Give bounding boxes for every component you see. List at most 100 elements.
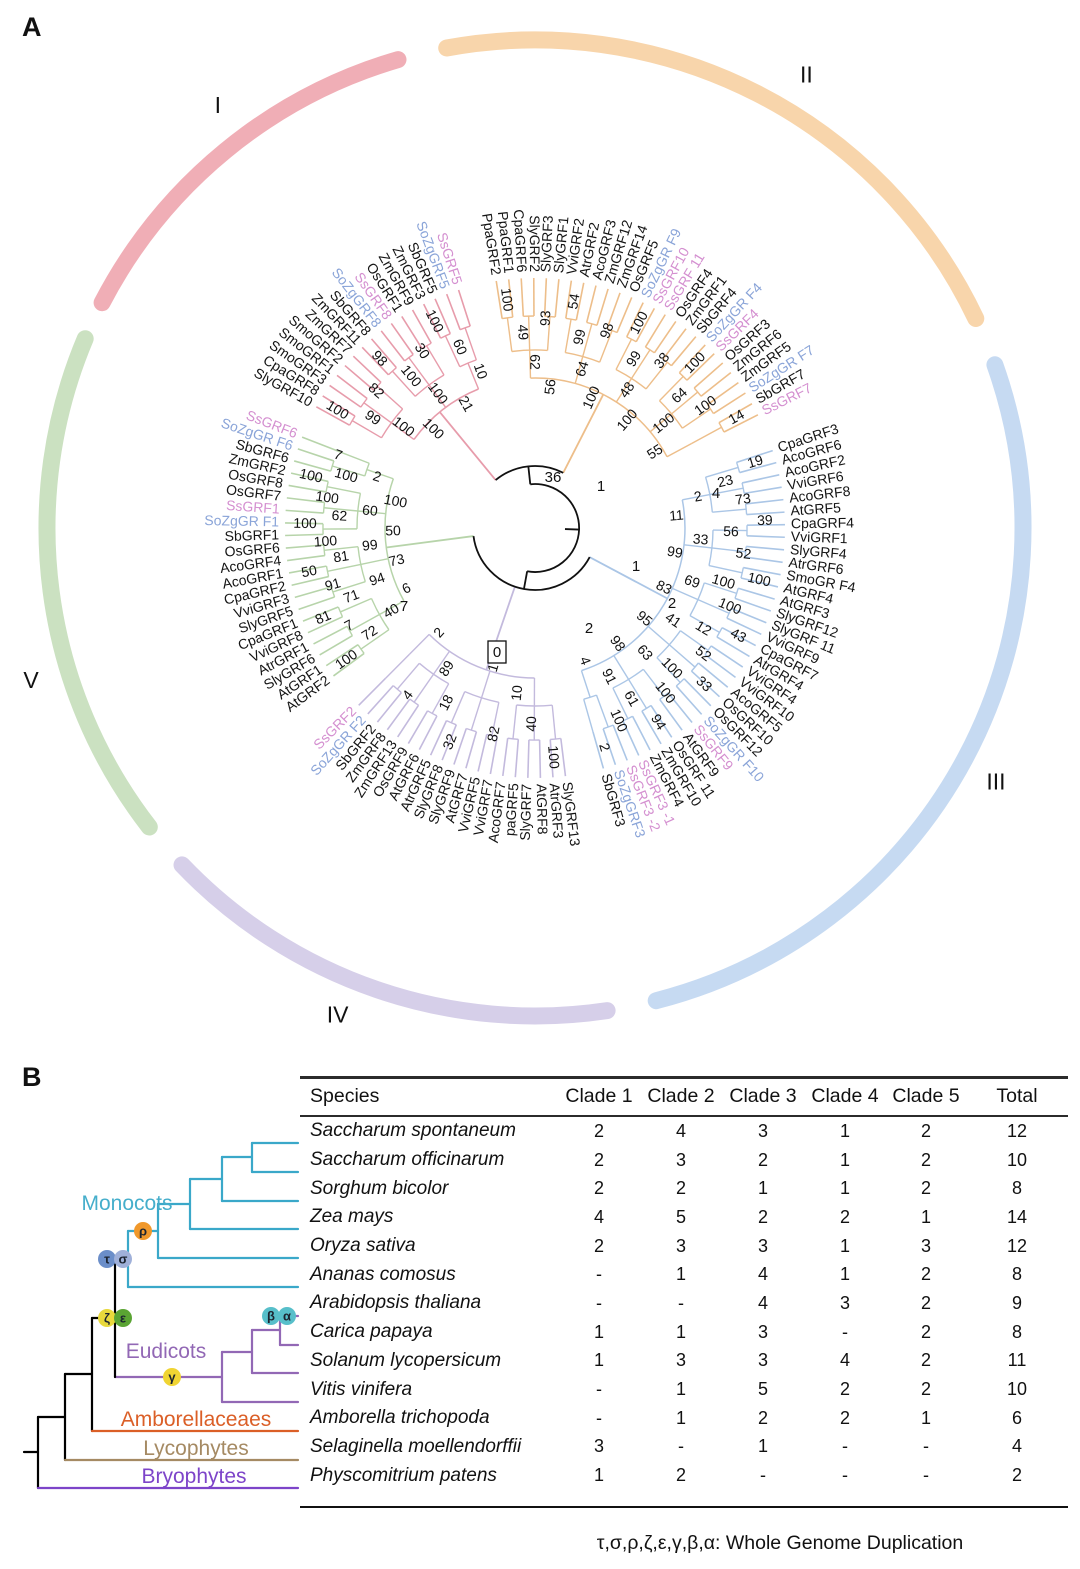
branch-tip: [358, 677, 387, 706]
branch: [491, 702, 500, 736]
branch: [711, 547, 746, 553]
bootstrap-value: 56: [541, 378, 559, 395]
bootstrap-value: 4: [577, 654, 595, 667]
tip-label: CpaGRF6: [511, 209, 530, 273]
clade-count: 3: [757, 1235, 768, 1256]
clade-count: 8: [1011, 1178, 1022, 1199]
bootstrap-value: 89: [435, 657, 457, 679]
branch: [551, 705, 557, 740]
branch-tip: [315, 406, 350, 426]
branch-tip: [319, 634, 353, 656]
bootstrap-value: 10: [471, 361, 491, 381]
wgd-circle: [98, 1250, 116, 1268]
wgd-symbol: τ: [104, 1251, 110, 1266]
branch: [332, 465, 365, 477]
species-name: Solanum lycopersicum: [310, 1349, 502, 1371]
branch-tip: [514, 739, 520, 778]
branch-tip: [352, 355, 382, 383]
table-row: Oryza sativa 2 3 3 1 3 12: [300, 1232, 1068, 1261]
backbone-arc: [526, 483, 580, 573]
table-row: Arabidopsis thaliana - - 4 3 2 9: [300, 1289, 1068, 1318]
branch: [615, 378, 633, 403]
tip-label: SbGRF1: [224, 526, 279, 544]
branch: [357, 510, 386, 515]
branch: [689, 614, 720, 633]
species-name: Zea mays: [310, 1206, 394, 1228]
branch: [668, 644, 696, 668]
tip-label: SoZgGR F1: [204, 512, 279, 530]
bootstrap-value: 99: [623, 348, 645, 370]
wgd-circle: [262, 1307, 280, 1325]
column-header: Clade 1: [565, 1085, 633, 1107]
species-name: Ananas comosus: [310, 1263, 456, 1285]
clade-count: 1: [593, 1465, 604, 1486]
bootstrap-value: 100: [681, 348, 709, 376]
branch: [708, 564, 743, 574]
bootstrap-value: 94: [648, 711, 670, 733]
clade-count: 2: [593, 1235, 604, 1256]
branch-arc: [740, 567, 744, 579]
clade-count: 2: [920, 1292, 931, 1313]
bootstrap-value: 100: [710, 570, 737, 592]
wgd-symbol: σ: [119, 1251, 128, 1266]
bootstrap-value: 49: [515, 324, 532, 341]
bootstrap-value: 6: [399, 579, 413, 597]
branch: [682, 493, 710, 501]
clade-count: 3: [593, 1436, 604, 1457]
branch-arc: [581, 499, 686, 672]
bootstrap-value: 100: [691, 392, 719, 419]
branch: [583, 699, 594, 733]
clade-count: 2: [757, 1149, 768, 1170]
bootstrap-value: 52: [735, 544, 753, 562]
panel-a-label: A: [22, 12, 42, 42]
branch-arc: [409, 698, 419, 706]
clade-arc-band: [173, 856, 616, 1025]
branch-tip: [736, 449, 773, 464]
tip-label: VviGRF1: [791, 528, 849, 546]
wgd-circle: [114, 1309, 132, 1327]
branch-tip: [565, 280, 573, 319]
branch: [349, 613, 380, 632]
branch-tip: [602, 728, 617, 765]
clade-count: 2: [757, 1206, 768, 1227]
branch: [630, 349, 651, 379]
branch-tip: [738, 587, 775, 600]
table-row: Ananas comosus - 1 4 1 2 8: [300, 1260, 1068, 1289]
branch-arc: [370, 598, 390, 631]
clade-count: 2: [839, 1379, 850, 1400]
clade-count: 2: [675, 1178, 686, 1199]
branch-tip: [740, 577, 779, 588]
group-label: Lycophytes: [143, 1437, 248, 1460]
branch-tip: [285, 533, 324, 537]
tip-label: SlyGRF2: [527, 215, 543, 272]
center-support-value: 2: [668, 595, 676, 612]
clade-count: 11: [1007, 1350, 1027, 1371]
bootstrap-value: 56: [723, 523, 739, 539]
clade-arc-band: [647, 356, 1032, 1010]
branch: [379, 600, 405, 616]
branch: [658, 375, 684, 402]
branch-arc: [322, 502, 326, 514]
clade-count: 1: [593, 1350, 604, 1371]
branch-tip: [301, 436, 338, 452]
clade-count: 2: [1011, 1465, 1022, 1486]
clade-count: 1: [593, 1321, 604, 1342]
branch-tip: [344, 364, 375, 391]
bootstrap-value: 21: [456, 393, 478, 415]
bootstrap-value: 62: [527, 354, 543, 370]
tip-label: OsGRF7: [225, 481, 282, 504]
tip-label: paGRF5: [501, 782, 521, 836]
branch-tip: [495, 280, 503, 319]
branch-arc: [606, 327, 618, 334]
bootstrap-value: 2: [693, 488, 704, 505]
branch: [642, 668, 665, 697]
bootstrap-value: 100: [398, 362, 425, 390]
branch-tip: [298, 596, 335, 611]
branch-tip: [635, 307, 656, 343]
clade-count: 14: [1006, 1206, 1028, 1227]
clade-count: 4: [839, 1350, 850, 1371]
bootstrap-value: 100: [626, 308, 651, 336]
bootstrap-value: 32: [439, 731, 460, 752]
clade-count: 3: [920, 1235, 931, 1256]
clade-count: 1: [839, 1120, 850, 1141]
